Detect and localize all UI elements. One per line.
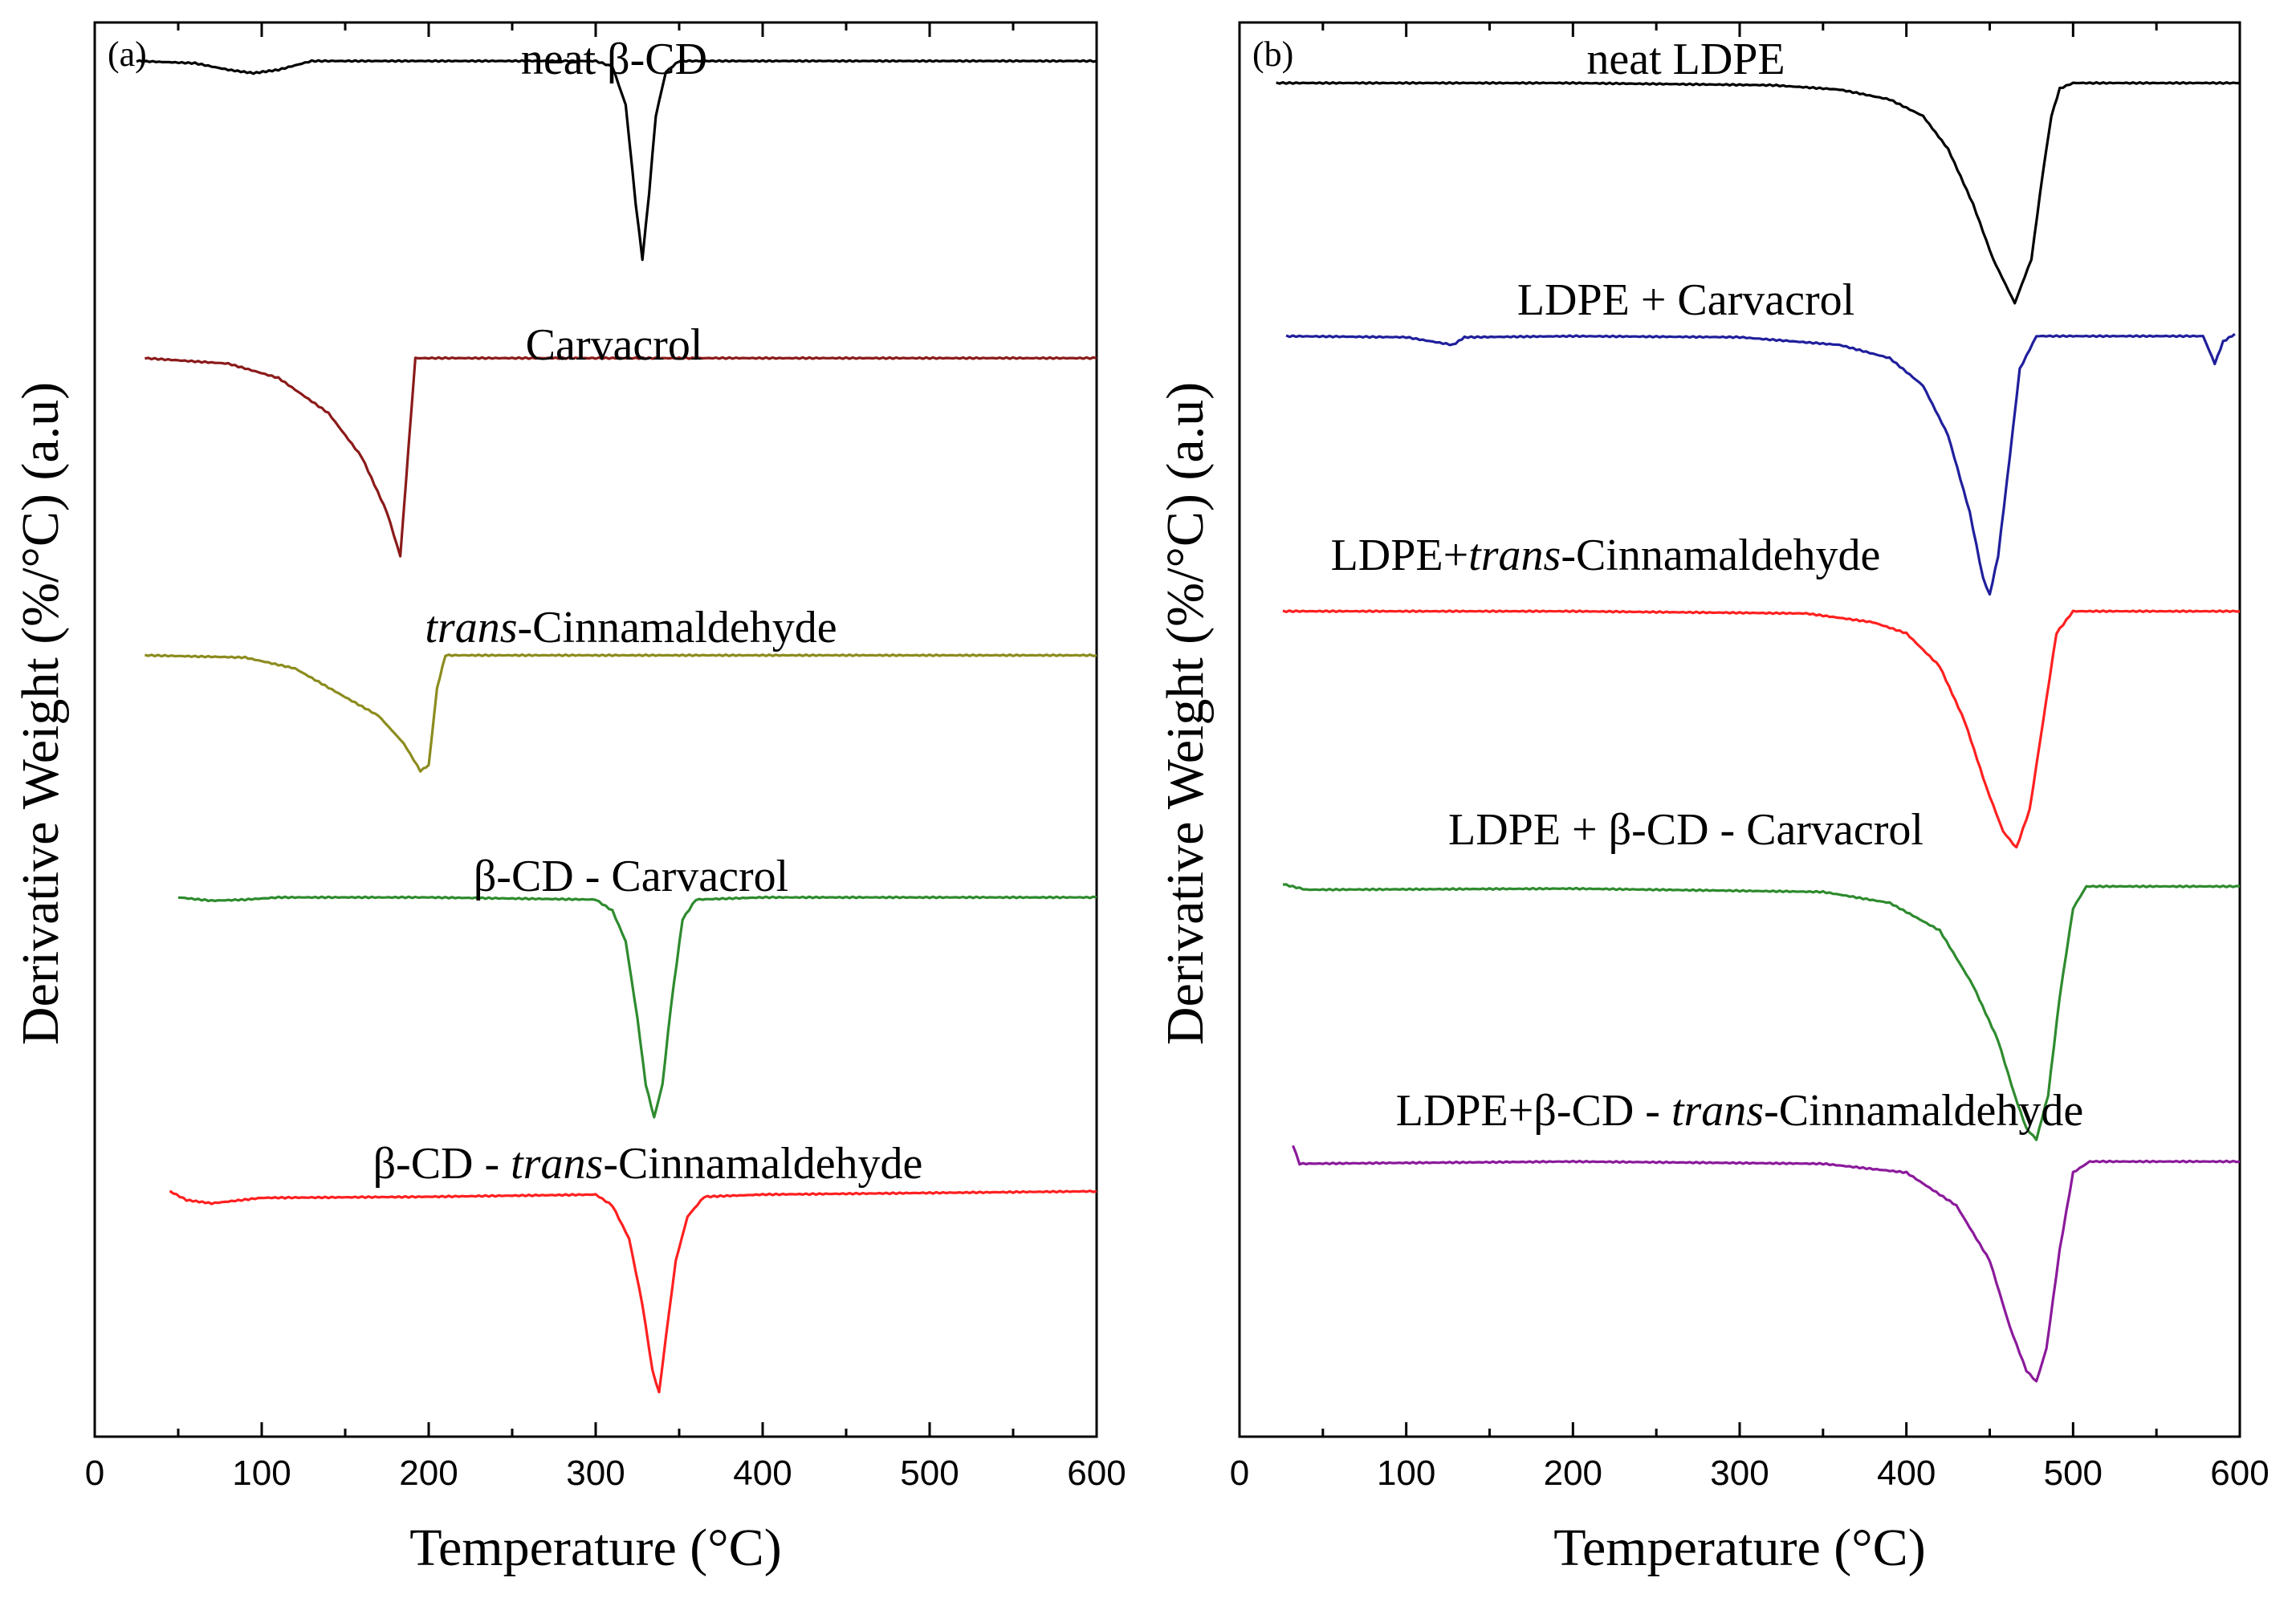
chart-panel-a: 0 100 200 300 400 500 600 Temperature (°C) Deriv…	[11, 21, 1126, 1577]
series-label-part: trans	[511, 1139, 603, 1189]
x-tick-label: 200	[1544, 1454, 1602, 1493]
x-tick-label: 600	[2210, 1454, 2269, 1493]
series-label: Carvacrol	[526, 320, 703, 370]
series-label: neat β-CD	[521, 35, 707, 84]
series-line-trans-cinnamaldehyde	[145, 653, 1097, 773]
panel-label: (b)	[1252, 35, 1293, 74]
series-label-part: LDPE	[1396, 1086, 1508, 1136]
series-label-part: LDPE + Carvacrol	[1517, 275, 1854, 325]
series-label-part: LDPE + β-CD - Carvacrol	[1448, 805, 1924, 855]
x-tick-label: 300	[1710, 1454, 1769, 1493]
x-tick-label: 400	[1877, 1454, 1936, 1493]
series-line-cd-carvacrol	[177, 895, 1097, 1119]
series-line-ldpe-trans-cinnamaldehyde	[1282, 609, 2241, 849]
series-label-part: trans	[1671, 1086, 1764, 1136]
series-line-neat-ldpe	[1276, 81, 2241, 305]
chart-panel-b: 0 100 200 300 400 500 600 Temperature (°C) Deriv…	[1156, 21, 2270, 1577]
y-axis-title: Derivative Weight (%/°C) (a.u)	[1156, 382, 1215, 1045]
x-tick-label: 100	[232, 1454, 291, 1493]
series-line-neat-cd	[136, 59, 1097, 262]
series-label: neat LDPE	[1586, 35, 1785, 84]
panel-label: (a)	[108, 35, 147, 74]
series-label-part: neat β-CD	[521, 35, 707, 84]
series-label-part: LDPE	[1331, 531, 1443, 580]
series-label: LDPE+trans-Cinnamaldehyde	[1331, 531, 1881, 580]
series-label: trans-Cinnamaldehyde	[425, 603, 837, 653]
x-axis-title: Temperature (°C)	[1553, 1519, 1925, 1577]
x-tick-label: 400	[733, 1454, 792, 1493]
series-label: β-CD - Carvacrol	[474, 852, 788, 901]
series-label-part: +	[1508, 1086, 1534, 1136]
series-line-ldpe-cd-trans-cinnamaldehyde	[1292, 1145, 2241, 1383]
series-line-cd-trans-cinnamaldehyde	[169, 1189, 1097, 1394]
series-label-part: neat LDPE	[1586, 35, 1785, 84]
x-tick-label: 0	[1230, 1454, 1249, 1493]
series-line-ldpe-cd-carvacrol	[1282, 883, 2241, 1141]
x-tick-label: 500	[900, 1454, 959, 1493]
y-axis-title: Derivative Weight (%/°C) (a.u)	[11, 382, 70, 1045]
x-axis-title: Temperature (°C)	[409, 1519, 781, 1577]
series-label-part: β-CD -	[373, 1139, 511, 1189]
series-label-part: +	[1443, 531, 1469, 580]
series-label: β-CD - trans-Cinnamaldehyde	[373, 1139, 923, 1189]
x-tick-label: 500	[2044, 1454, 2103, 1493]
series-label-part: -Cinnamaldehyde	[603, 1139, 922, 1189]
x-tick-label: 0	[85, 1454, 104, 1493]
series-label-part: β-CD -	[1533, 1086, 1671, 1136]
series-label-part: β-CD - Carvacrol	[474, 852, 788, 901]
series-label-part: -Cinnamaldehyde	[1561, 531, 1880, 580]
series-label: LDPE+β-CD - trans-Cinnamaldehyde	[1396, 1086, 2083, 1136]
series-line-carvacrol	[145, 356, 1097, 558]
series-label: LDPE + β-CD - Carvacrol	[1448, 805, 1924, 855]
series-line-ldpe-carvacrol	[1285, 332, 2236, 596]
series-label-part: -Cinnamaldehyde	[518, 603, 837, 653]
series-label-part: Carvacrol	[526, 320, 703, 370]
series-label-part: trans	[1468, 531, 1561, 580]
series-label: LDPE + Carvacrol	[1517, 275, 1854, 325]
x-tick-label: 300	[566, 1454, 625, 1493]
x-tick-label: 100	[1377, 1454, 1435, 1493]
series-label-part: -Cinnamaldehyde	[1764, 1086, 2083, 1136]
series-label-part: trans	[425, 603, 517, 653]
x-tick-label: 600	[1067, 1454, 1126, 1493]
x-tick-label: 200	[399, 1454, 458, 1493]
